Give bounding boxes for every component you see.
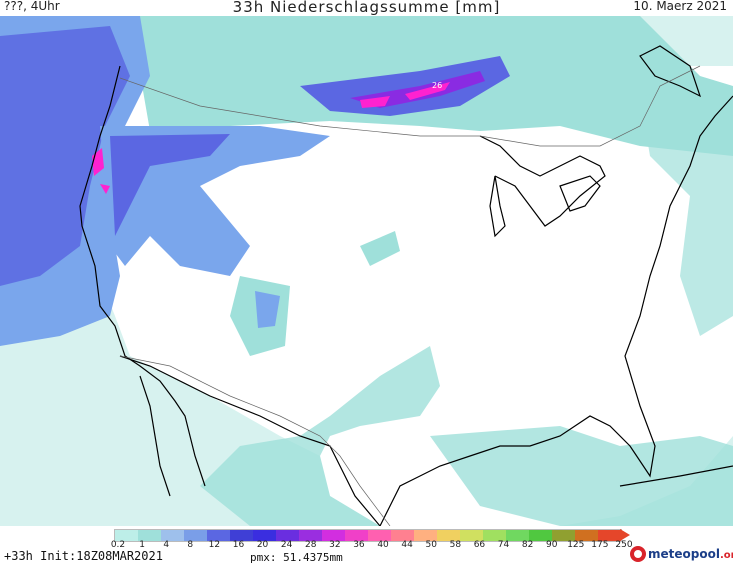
colorbar-tick-label: 20 <box>256 540 269 550</box>
precip-canada-band <box>300 56 510 116</box>
colorbar-segment <box>184 530 207 541</box>
peak-value-label: 26 <box>432 81 442 90</box>
colorbar-segment <box>460 530 483 541</box>
forecast-date: 10. Maerz 2021 <box>633 0 727 13</box>
precip-colorbar <box>114 529 622 542</box>
colorbar-tick-label: 1 <box>139 540 145 550</box>
colorbar-segment <box>115 530 138 541</box>
precip-patch-gulf <box>430 426 733 526</box>
valid-time-label: ???, 4Uhr <box>4 0 60 13</box>
meteopool-logo[interactable]: meteopool.org <box>630 546 733 562</box>
colorbar-segment <box>161 530 184 541</box>
coastlines <box>79 45 733 526</box>
colorbar-tick-label: 16 <box>232 540 245 550</box>
colorbar-arrow-icon <box>620 529 630 541</box>
colorbar-tick-label: 50 <box>425 540 437 550</box>
colorbar-segment <box>253 530 276 541</box>
precip-west-deep <box>110 134 230 236</box>
colorbar-segment <box>207 530 230 541</box>
colorbar-segment <box>276 530 299 541</box>
colorbar-ticks: 0.2 1 4 8 12 16 20 24 28 32 36 40 44 50 58 66 74 82 90 125 1… <box>110 540 633 552</box>
colorbar-segment <box>230 530 253 541</box>
colorbar-segment <box>345 530 368 541</box>
precip-patch-plains <box>360 231 400 266</box>
precip-canada-peak2 <box>405 82 450 100</box>
logo-text: meteopool.org <box>648 547 733 561</box>
colorbar-tick-label: 36 <box>353 540 365 550</box>
colorbar-segment <box>552 530 575 541</box>
colorbar-segment <box>368 530 391 541</box>
colorbar-tick-label: 58 <box>449 540 462 550</box>
colorbar-tick-label: 66 <box>473 540 486 550</box>
precip-canada-peak <box>360 96 390 108</box>
colorbar-tick-label: 250 <box>615 540 633 550</box>
colorbar-segment <box>575 530 598 541</box>
borders <box>119 65 701 526</box>
colorbar-tick-label: 40 <box>377 540 389 550</box>
colorbar-tick-label: 12 <box>208 540 221 550</box>
colorbar-segment <box>138 530 161 541</box>
colorbar-tick-label: 175 <box>591 540 609 550</box>
precip-coast-peak2 <box>100 184 110 194</box>
colorbar-segment <box>598 530 621 541</box>
colorbar-tick-label: 82 <box>521 540 534 550</box>
precip-pacific-deep <box>0 26 130 286</box>
colorbar-tick-label: 24 <box>280 540 293 550</box>
colorbar-segment <box>529 530 552 541</box>
precipitation-map: 26 <box>0 16 733 526</box>
colorbar-segment <box>506 530 529 541</box>
colorbar-tick-label: 4 <box>163 540 170 550</box>
pmx-label: pmx: 51.4375mm <box>250 551 343 564</box>
colorbar-segment <box>414 530 437 541</box>
colorbar-segment <box>322 530 345 541</box>
colorbar-segment <box>483 530 506 541</box>
colorbar-tick-label: 32 <box>329 540 341 550</box>
colorbar-segment <box>391 530 414 541</box>
run-init-label: +33h Init:18Z08MAR2021 <box>4 549 163 563</box>
colorbar-tick-label: 0.2 <box>110 540 126 550</box>
colorbar-tick-label: 74 <box>497 540 510 550</box>
colorbar-tick-label: 90 <box>545 540 558 550</box>
colorbar-segment <box>299 530 322 541</box>
colorbar-tick-label: 28 <box>305 540 317 550</box>
colorbar-tick-label: 44 <box>401 540 413 550</box>
map-title: 33h Niederschlagssumme [mm] <box>232 0 501 16</box>
land-area <box>90 66 733 526</box>
colorbar-tick-label: 125 <box>567 540 585 550</box>
meteopool-logo-icon <box>630 546 646 562</box>
precip-patch-rockies-mid <box>255 291 280 328</box>
colorbar-tick-label: 8 <box>187 540 194 550</box>
precip-patch-east <box>640 86 733 336</box>
colorbar-segment <box>437 530 460 541</box>
